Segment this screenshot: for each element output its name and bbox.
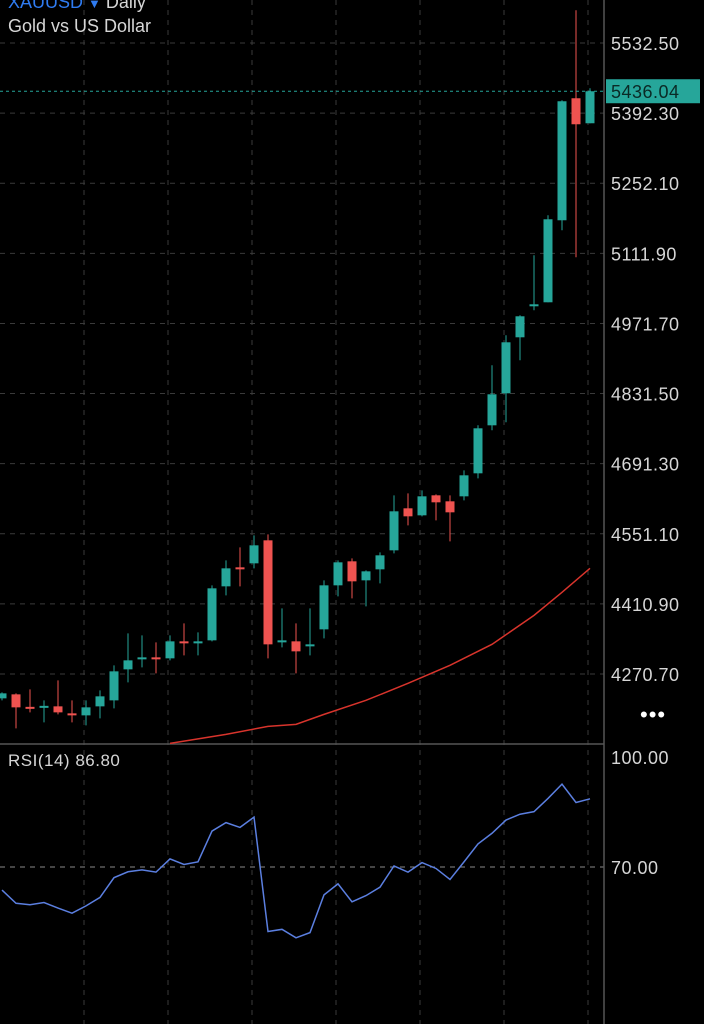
- candle-up: [39, 705, 49, 708]
- symbol-header[interactable]: XAUUSD ▼ Daily: [8, 0, 146, 15]
- candle-up: [193, 641, 203, 644]
- price-axis-label: 4691.30: [611, 455, 680, 475]
- rsi-legend: RSI(14) 86.80: [8, 751, 120, 771]
- candle-up: [515, 316, 525, 338]
- price-axis-label: 4270.70: [611, 665, 680, 685]
- rsi-axis-label: 100.00: [611, 748, 669, 768]
- candle-up: [123, 660, 133, 670]
- rsi-value: 86.80: [75, 751, 121, 770]
- candle-down: [347, 561, 357, 582]
- candle-up: [109, 671, 119, 701]
- candle-up: [501, 342, 511, 394]
- price-axis-label: 4971.70: [611, 314, 680, 334]
- candle-up: [333, 562, 343, 586]
- candle-down: [445, 501, 455, 513]
- candle-up: [305, 644, 315, 647]
- moving-average-line: [169, 567, 591, 745]
- candle-up: [459, 475, 469, 497]
- price-axis-label: 5532.50: [611, 34, 680, 54]
- candle-up: [207, 588, 217, 641]
- rsi-name: RSI(14): [8, 751, 71, 770]
- rsi-line: [1, 782, 591, 939]
- candle-down: [179, 641, 189, 644]
- candle-up: [277, 640, 287, 643]
- candle-up: [361, 571, 371, 581]
- candle-up: [375, 555, 385, 570]
- candle-up: [221, 568, 231, 587]
- candle-up: [585, 91, 595, 124]
- caret-down-icon[interactable]: ▼: [88, 0, 101, 11]
- candle-down: [571, 98, 581, 125]
- candle-down: [263, 540, 273, 645]
- last-price-tag: [606, 79, 700, 104]
- candle-down: [67, 713, 77, 716]
- candle-down: [235, 567, 245, 570]
- more-options-button[interactable]: •••: [640, 702, 667, 727]
- price-axis-label: 5111.90: [611, 244, 677, 264]
- last-price-label: 5436.04: [611, 82, 680, 102]
- price-axis-label: 5252.10: [611, 174, 680, 194]
- candle-down: [25, 706, 35, 709]
- candle-up: [165, 641, 175, 659]
- candle-up: [249, 545, 259, 564]
- candle-up: [473, 428, 483, 474]
- price-axis-label: 4551.10: [611, 525, 680, 545]
- candle-up: [0, 693, 7, 699]
- symbol-description: Gold vs US Dollar: [8, 16, 152, 36]
- price-axis-label: 5392.30: [611, 104, 680, 124]
- rsi-axis-label: 70.00: [611, 858, 659, 878]
- candle-up: [417, 496, 427, 516]
- candle-up: [529, 304, 539, 307]
- candle-down: [11, 694, 21, 708]
- candle-up: [137, 657, 147, 660]
- candle-up: [389, 511, 399, 551]
- candle-up: [557, 101, 567, 221]
- candle-up: [543, 219, 553, 303]
- candle-up: [319, 585, 329, 630]
- candle-down: [291, 641, 301, 652]
- candle-up: [95, 696, 105, 707]
- candle-down: [53, 706, 63, 713]
- candle-down: [431, 495, 441, 503]
- candle-down: [151, 657, 161, 660]
- candle-up: [81, 707, 91, 716]
- candle-up: [487, 394, 497, 426]
- symbol-name[interactable]: XAUUSD: [8, 0, 84, 12]
- price-axis-label: 4831.50: [611, 385, 680, 405]
- price-axis-label: 4410.90: [611, 595, 680, 615]
- candle-down: [403, 508, 413, 517]
- interval-label[interactable]: Daily: [105, 0, 146, 12]
